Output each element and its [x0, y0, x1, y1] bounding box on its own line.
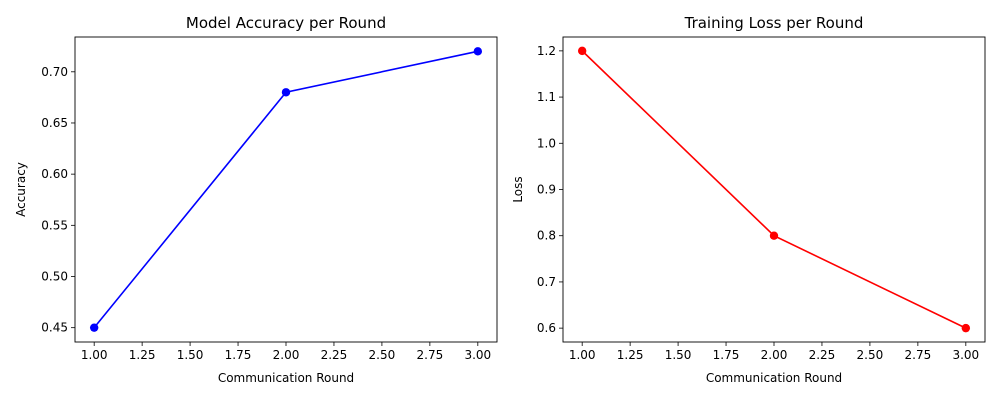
- chart-1-x-tick-label: 2.00: [273, 348, 300, 362]
- chart-1: Model Accuracy per Round 1.00 1.25 1.50 1.75…: [14, 14, 498, 385]
- chart-2-x-tick-label: 2.00: [761, 348, 788, 362]
- chart-1-x-tick-label: 1.25: [129, 348, 156, 362]
- chart-2-plot-frame: [562, 36, 986, 343]
- chart-2-x-tick-label: 1.75: [713, 348, 740, 362]
- chart-1-y-tick-label: 0.70: [41, 65, 68, 79]
- chart-2-y-tick-label: 1.0: [537, 136, 556, 150]
- chart-1-y-tick-label: 0.55: [41, 218, 68, 232]
- chart-1-plot-frame: [74, 36, 498, 343]
- chart-2-x-tick-label: 3.00: [952, 348, 979, 362]
- chart-1-x-axis-label: Communication Round: [218, 371, 354, 385]
- chart-2-y-axis-label: Loss: [511, 176, 525, 202]
- chart-1-y-axis-label: Accuracy: [14, 162, 28, 217]
- chart-1-title: Model Accuracy per Round: [186, 14, 386, 32]
- chart-1-x-tick-label: 2.25: [321, 348, 348, 362]
- chart-2-x-axis-label: Communication Round: [706, 371, 842, 385]
- chart-2-x-tick-label: 2.25: [809, 348, 836, 362]
- chart-2-y-tick-label: 0.7: [537, 275, 556, 289]
- chart-1-y-tick-label: 0.65: [41, 116, 68, 130]
- chart-2-y-tick-label: 0.6: [537, 321, 556, 335]
- chart-2-data-point: [769, 231, 779, 240]
- chart-2-y-tick-label: 1.1: [537, 90, 556, 104]
- chart-1-x-tick-label: 2.75: [417, 348, 444, 362]
- chart-2-x-tick-label: 1.00: [569, 348, 596, 362]
- chart-1-y-tick-label: 0.50: [41, 269, 68, 283]
- chart-2-title: Training Loss per Round: [684, 14, 864, 32]
- chart-2-x-tick-label: 2.50: [857, 348, 884, 362]
- chart-1-data-point: [89, 323, 99, 332]
- chart-1-x-tick-label: 3.00: [464, 348, 491, 362]
- chart-2-x-tick-label: 1.50: [665, 348, 692, 362]
- chart-2-y-tick-label: 0.8: [537, 229, 556, 243]
- chart-1-y-tick-label: 0.60: [41, 167, 68, 181]
- chart-2-data-point: [961, 323, 971, 333]
- chart-1-data-point: [473, 47, 483, 56]
- chart-1-y-tick-label: 0.45: [41, 321, 68, 335]
- chart-2-y-tick-label: 1.2: [537, 44, 556, 58]
- chart-2-x-tick-label: 2.75: [905, 348, 932, 362]
- chart-2-series-line: [581, 50, 967, 329]
- chart-2-data-point: [577, 46, 587, 56]
- chart-2-y-tick-label: 0.9: [537, 183, 556, 197]
- chart-2: Training Loss per Round 1.00 1.25 1.50 1.75 2…: [511, 14, 986, 385]
- chart-1-x-tick-label: 1.00: [81, 348, 108, 362]
- chart-1-x-tick-label: 1.75: [225, 348, 252, 362]
- chart-1-data-point: [281, 88, 291, 97]
- chart-1-x-tick-label: 2.50: [369, 348, 396, 362]
- chart-2-x-tick-label: 1.25: [617, 348, 644, 362]
- chart-1-x-tick-label: 1.50: [177, 348, 204, 362]
